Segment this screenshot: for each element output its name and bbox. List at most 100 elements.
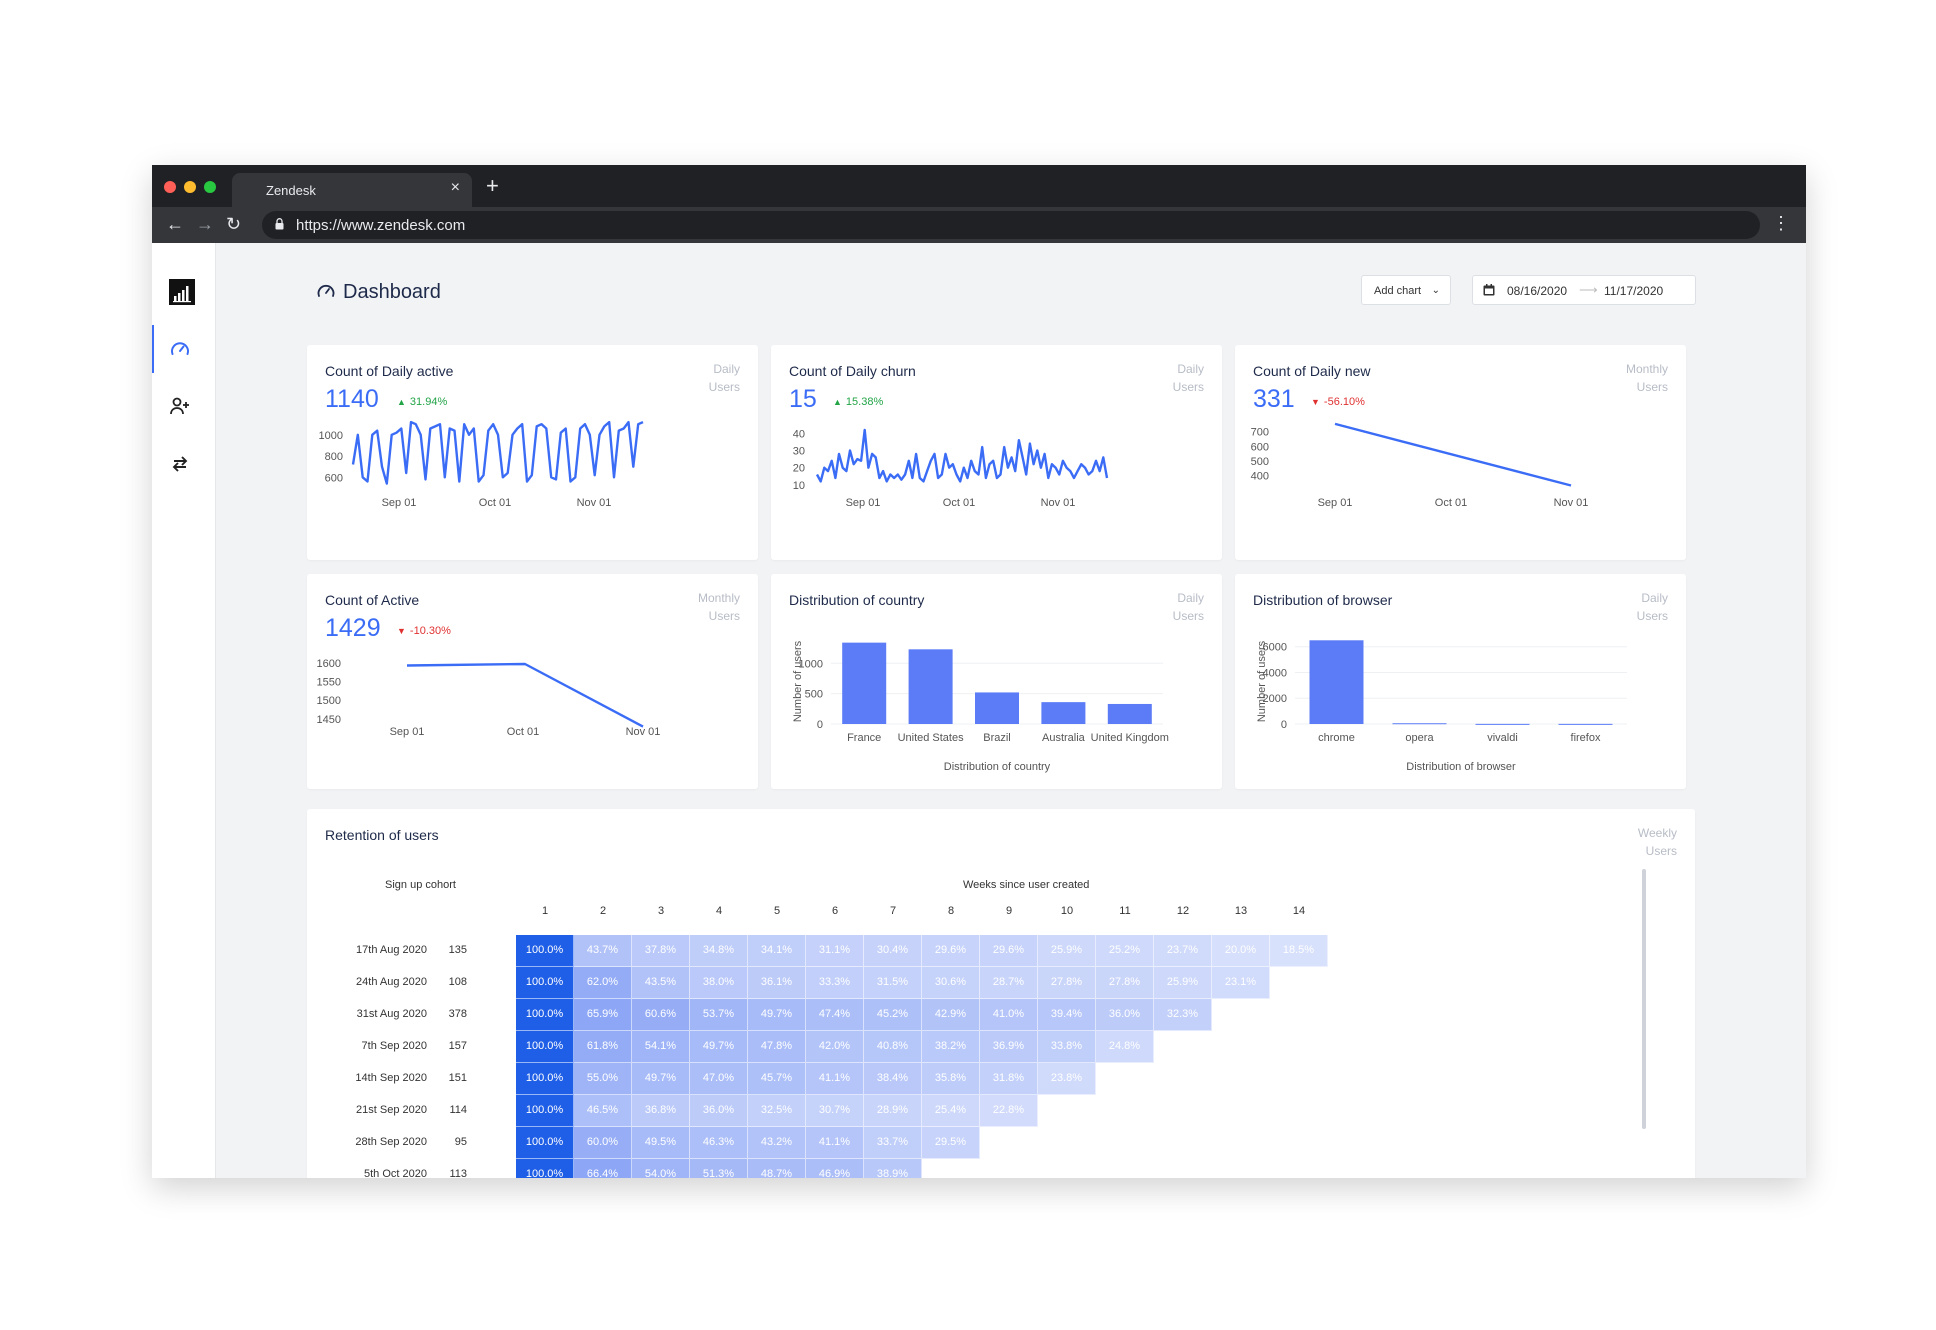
browser-tab[interactable]: Zendesk × bbox=[232, 173, 472, 207]
reload-icon[interactable]: ↻ bbox=[226, 214, 242, 234]
retention-cell[interactable]: 54.1% bbox=[632, 1031, 690, 1063]
retention-cell[interactable]: 100.0% bbox=[516, 967, 574, 999]
retention-cell[interactable]: 36.0% bbox=[1096, 999, 1154, 1031]
retention-cell[interactable]: 46.3% bbox=[690, 1127, 748, 1159]
swap-arrows-icon[interactable] bbox=[169, 453, 191, 475]
retention-cell[interactable]: 47.4% bbox=[806, 999, 864, 1031]
retention-cell[interactable]: 31.8% bbox=[980, 1063, 1038, 1095]
retention-cell[interactable]: 33.7% bbox=[864, 1127, 922, 1159]
retention-cell[interactable]: 65.9% bbox=[574, 999, 632, 1031]
add-user-icon[interactable] bbox=[169, 395, 191, 417]
retention-cell[interactable]: 34.8% bbox=[690, 935, 748, 967]
retention-cell[interactable]: 25.9% bbox=[1154, 967, 1212, 999]
retention-cell[interactable]: 49.7% bbox=[748, 999, 806, 1031]
retention-cell[interactable]: 66.4% bbox=[574, 1159, 632, 1178]
retention-cell[interactable]: 34.1% bbox=[748, 935, 806, 967]
retention-cell[interactable]: 33.3% bbox=[806, 967, 864, 999]
retention-cell[interactable]: 100.0% bbox=[516, 1127, 574, 1159]
retention-cell[interactable]: 23.8% bbox=[1038, 1063, 1096, 1095]
retention-cell[interactable]: 47.0% bbox=[690, 1063, 748, 1095]
retention-cell[interactable]: 36.1% bbox=[748, 967, 806, 999]
card-country-distribution[interactable]: Distribution of country Daily Users 1000 5… bbox=[771, 574, 1222, 789]
bar-chart-logo-icon[interactable] bbox=[169, 279, 195, 305]
retention-cell[interactable]: 53.7% bbox=[690, 999, 748, 1031]
retention-cell[interactable]: 25.2% bbox=[1096, 935, 1154, 967]
retention-cell[interactable]: 32.5% bbox=[748, 1095, 806, 1127]
retention-cell[interactable]: 100.0% bbox=[516, 1063, 574, 1095]
retention-cell[interactable]: 20.0% bbox=[1212, 935, 1270, 967]
gauge-icon[interactable] bbox=[169, 338, 191, 360]
date-to[interactable]: 11/17/2020 bbox=[1604, 284, 1664, 298]
close-window-dot[interactable] bbox=[164, 181, 176, 193]
retention-cell[interactable]: 38.9% bbox=[864, 1159, 922, 1178]
retention-cell[interactable]: 38.4% bbox=[864, 1063, 922, 1095]
add-chart-button[interactable]: Add chart ⌄ bbox=[1361, 275, 1451, 305]
retention-cell[interactable]: 46.9% bbox=[806, 1159, 864, 1178]
retention-cell[interactable]: 38.0% bbox=[690, 967, 748, 999]
retention-cell[interactable]: 33.8% bbox=[1038, 1031, 1096, 1063]
retention-cell[interactable]: 24.8% bbox=[1096, 1031, 1154, 1063]
new-tab-icon[interactable]: + bbox=[486, 173, 499, 198]
retention-cell[interactable]: 42.9% bbox=[922, 999, 980, 1031]
card-active[interactable]: Count of Active Monthly Users 1429 ▼ -10.3… bbox=[307, 574, 758, 789]
retention-cell[interactable]: 61.8% bbox=[574, 1031, 632, 1063]
retention-cell[interactable]: 36.8% bbox=[632, 1095, 690, 1127]
retention-cell[interactable]: 51.3% bbox=[690, 1159, 748, 1178]
retention-cell[interactable]: 43.2% bbox=[748, 1127, 806, 1159]
retention-cell[interactable]: 45.2% bbox=[864, 999, 922, 1031]
retention-cell[interactable]: 100.0% bbox=[516, 1095, 574, 1127]
retention-cell[interactable]: 28.7% bbox=[980, 967, 1038, 999]
back-icon[interactable]: ← bbox=[166, 214, 184, 234]
retention-cell[interactable]: 29.5% bbox=[922, 1127, 980, 1159]
retention-cell[interactable]: 27.8% bbox=[1038, 967, 1096, 999]
retention-cell[interactable]: 30.7% bbox=[806, 1095, 864, 1127]
retention-cell[interactable]: 27.8% bbox=[1096, 967, 1154, 999]
minimize-window-dot[interactable] bbox=[184, 181, 196, 193]
address-bar[interactable]: https://www.zendesk.com bbox=[262, 211, 1760, 239]
retention-cell[interactable]: 100.0% bbox=[516, 1159, 574, 1178]
retention-cell[interactable]: 32.3% bbox=[1154, 999, 1212, 1031]
retention-cell[interactable]: 48.7% bbox=[748, 1159, 806, 1178]
retention-cell[interactable]: 100.0% bbox=[516, 999, 574, 1031]
retention-cell[interactable]: 43.5% bbox=[632, 967, 690, 999]
retention-cell[interactable]: 54.0% bbox=[632, 1159, 690, 1178]
retention-scrollbar[interactable] bbox=[1642, 869, 1646, 1129]
retention-cell[interactable]: 43.7% bbox=[574, 935, 632, 967]
retention-cell[interactable]: 25.9% bbox=[1038, 935, 1096, 967]
retention-cell[interactable]: 60.0% bbox=[574, 1127, 632, 1159]
retention-cell[interactable]: 40.8% bbox=[864, 1031, 922, 1063]
retention-cell[interactable]: 41.1% bbox=[806, 1127, 864, 1159]
retention-cell[interactable]: 38.2% bbox=[922, 1031, 980, 1063]
retention-cell[interactable]: 31.1% bbox=[806, 935, 864, 967]
retention-cell[interactable]: 47.8% bbox=[748, 1031, 806, 1063]
retention-cell[interactable]: 35.8% bbox=[922, 1063, 980, 1095]
retention-cell[interactable]: 49.7% bbox=[632, 1063, 690, 1095]
browser-menu-icon[interactable]: ⋮ bbox=[1772, 213, 1790, 233]
retention-cell[interactable]: 45.7% bbox=[748, 1063, 806, 1095]
retention-cell[interactable]: 37.8% bbox=[632, 935, 690, 967]
card-browser-distribution[interactable]: Distribution of browser Daily Users 6000 4… bbox=[1235, 574, 1686, 789]
retention-cell[interactable]: 41.0% bbox=[980, 999, 1038, 1031]
retention-cell[interactable]: 49.7% bbox=[690, 1031, 748, 1063]
retention-cell[interactable]: 29.6% bbox=[980, 935, 1038, 967]
forward-icon[interactable]: → bbox=[196, 214, 214, 234]
card-daily-new[interactable]: Count of Daily new Monthly Users 331 ▼ -56… bbox=[1235, 345, 1686, 560]
retention-cell[interactable]: 36.9% bbox=[980, 1031, 1038, 1063]
retention-cell[interactable]: 29.6% bbox=[922, 935, 980, 967]
close-tab-icon[interactable]: × bbox=[450, 179, 460, 196]
date-range-picker[interactable]: 08/16/2020 ⟶ 11/17/2020 bbox=[1472, 275, 1696, 305]
retention-cell[interactable]: 41.1% bbox=[806, 1063, 864, 1095]
card-daily-churn[interactable]: Count of Daily churn Daily Users 15 ▲ 15.3… bbox=[771, 345, 1222, 560]
retention-cell[interactable]: 42.0% bbox=[806, 1031, 864, 1063]
retention-cell[interactable]: 28.9% bbox=[864, 1095, 922, 1127]
retention-cell[interactable]: 55.0% bbox=[574, 1063, 632, 1095]
card-daily-active[interactable]: Count of Daily active Daily Users 1140 ▲ 3… bbox=[307, 345, 758, 560]
maximize-window-dot[interactable] bbox=[204, 181, 216, 193]
date-from[interactable]: 08/16/2020 bbox=[1507, 284, 1568, 298]
retention-cell[interactable]: 23.7% bbox=[1154, 935, 1212, 967]
retention-cell[interactable]: 62.0% bbox=[574, 967, 632, 999]
retention-cell[interactable]: 39.4% bbox=[1038, 999, 1096, 1031]
retention-cell[interactable]: 30.4% bbox=[864, 935, 922, 967]
retention-cell[interactable]: 22.8% bbox=[980, 1095, 1038, 1127]
retention-cell[interactable]: 31.5% bbox=[864, 967, 922, 999]
